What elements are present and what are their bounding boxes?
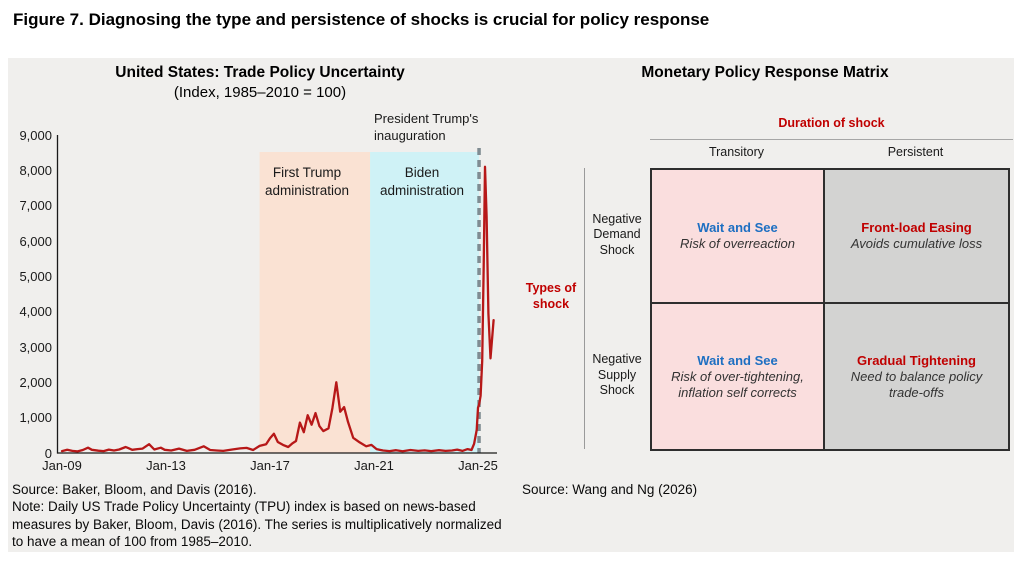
y-tick-label: 4,000 (19, 304, 52, 320)
y-tick-label: 3,000 (19, 339, 52, 355)
matrix-cell-supply-transitory: Wait and See Risk of over-tightening, in… (651, 303, 824, 450)
y-tick-label: 6,000 (19, 233, 52, 249)
row-header-negative-demand-shock: Negative Demand Shock (592, 211, 642, 257)
shaded-region-biden-administration (370, 152, 480, 453)
tpu-series-line (60, 165, 495, 453)
figure-title: Figure 7. Diagnosing the type and persis… (13, 10, 710, 29)
cell-subtext: Avoids cumulative loss (850, 236, 983, 252)
chart-subtitle: (Index, 1985–2010 = 100) (173, 84, 347, 101)
matrix-cell-demand-transitory: Wait and See Risk of overreaction (651, 169, 824, 303)
x-tick-label: Jan-25 (458, 458, 498, 473)
cell-headline: Wait and See (697, 352, 778, 368)
col-header-persistent: Persistent (887, 145, 944, 159)
matrix-source: Source: Wang and Ng (2026) (522, 482, 698, 497)
tpu-line-chart: President Trump's inauguration First Tru… (19, 111, 498, 473)
cell-subtext: Need to balance policy trade-offs (850, 368, 983, 401)
cell-headline: Front-load Easing (861, 220, 972, 236)
y-tick-label: 1,000 (19, 410, 52, 426)
region-label-first-trump: First Trump administration (264, 165, 350, 198)
region-label-biden: Biden administration (379, 165, 465, 198)
chart-title: United States: Trade Policy Uncertainty (115, 64, 405, 81)
cell-headline: Gradual Tightening (857, 352, 976, 368)
y-tick-label: 5,000 (19, 268, 52, 284)
cell-subtext: Risk of overreaction (680, 236, 795, 252)
x-tick-label: Jan-13 (146, 458, 186, 473)
matrix-title: Monetary Policy Response Matrix (641, 64, 889, 81)
y-tick-label: 2,000 (19, 374, 52, 390)
x-tick-label: Jan-21 (354, 458, 394, 473)
types-of-shock-label: Types of shock (525, 281, 577, 311)
y-tick-label: 0 (44, 445, 52, 461)
y-tick-label: 9,000 (19, 127, 52, 143)
row-header-rule (584, 168, 585, 449)
shaded-region-first-trump-administration (259, 152, 371, 453)
y-tick-label: 7,000 (19, 198, 52, 214)
matrix-cell-supply-persistent: Gradual Tightening Need to balance polic… (824, 303, 1009, 450)
chart-source: Source: Baker, Bloom, and Davis (2016). (12, 482, 257, 497)
inauguration-annotation: President Trump's inauguration (374, 111, 479, 143)
x-tick-label: Jan-09 (42, 458, 82, 473)
policy-response-matrix: Wait and See Risk of overreaction Front-… (650, 168, 1010, 451)
chart-note: Note: Daily US Trade Policy Uncertainty … (12, 499, 502, 549)
duration-of-shock-label: Duration of shock (778, 116, 885, 130)
matrix-cell-demand-persistent: Front-load Easing Avoids cumulative loss (824, 169, 1009, 303)
cell-headline: Wait and See (697, 220, 778, 236)
y-tick-label: 8,000 (19, 162, 52, 178)
cell-subtext: Risk of over-tightening, inflation self … (671, 368, 804, 401)
chart-plot-svg (56, 135, 497, 454)
x-tick-label: Jan-17 (250, 458, 290, 473)
column-header-rule (650, 139, 1013, 140)
col-header-transitory: Transitory (708, 145, 765, 159)
row-header-negative-supply-shock: Negative Supply Shock (592, 352, 642, 398)
